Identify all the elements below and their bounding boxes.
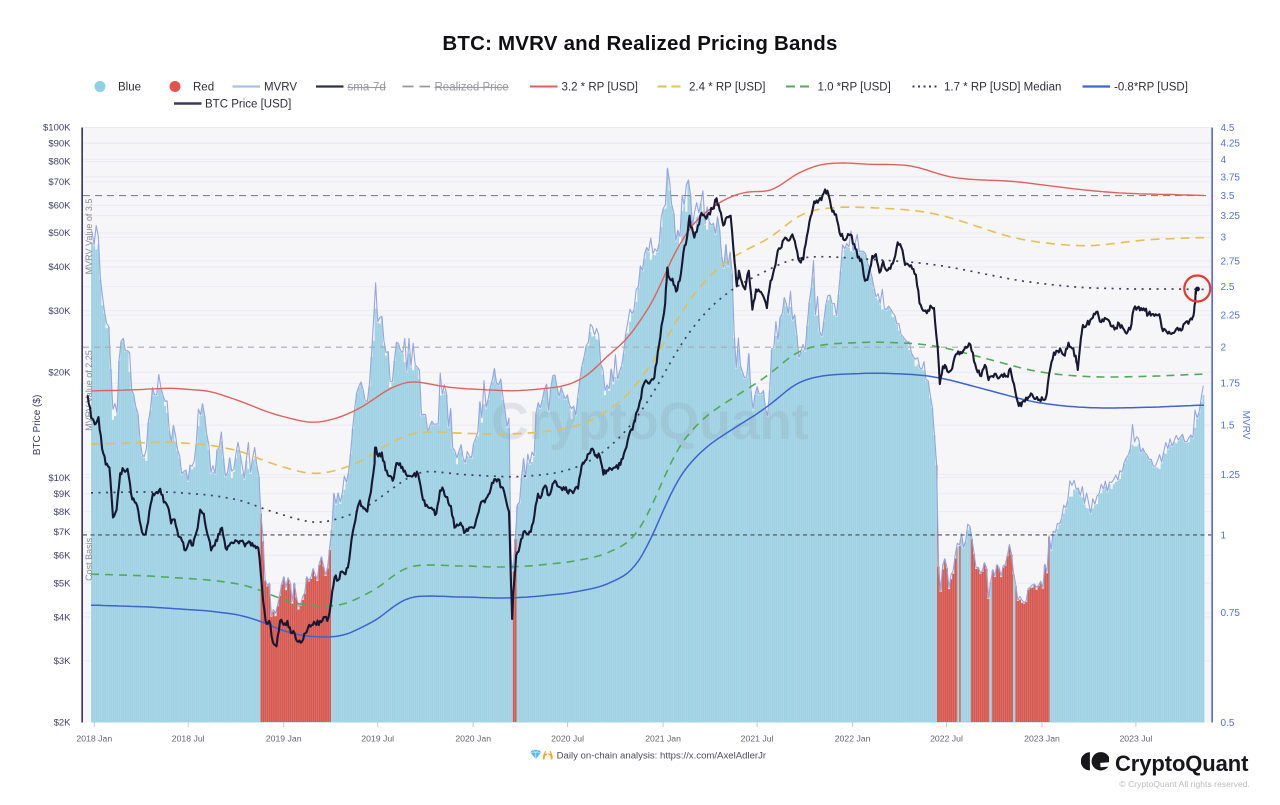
svg-text:3.2 * RP [USD]: 3.2 * RP [USD] — [562, 82, 639, 94]
svg-text:2021 Jul: 2021 Jul — [741, 734, 774, 744]
svg-text:3.25: 3.25 — [1221, 211, 1241, 222]
svg-text:$8K: $8K — [54, 507, 72, 518]
svg-text:$9K: $9K — [54, 489, 72, 500]
svg-text:Realized Price: Realized Price — [435, 82, 509, 94]
svg-text:2023 Jan: 2023 Jan — [1024, 734, 1060, 744]
svg-text:4.5: 4.5 — [1221, 123, 1235, 134]
svg-text:Red: Red — [193, 82, 214, 94]
svg-text:2.25: 2.25 — [1221, 311, 1241, 322]
svg-text:1.7 * RP [USD] Median: 1.7 * RP [USD] Median — [944, 82, 1061, 94]
svg-text:Cost Basis: Cost Basis — [84, 537, 94, 581]
svg-text:2020 Jul: 2020 Jul — [551, 734, 584, 744]
svg-text:Blue: Blue — [118, 82, 141, 94]
svg-text:2020 Jan: 2020 Jan — [455, 734, 491, 744]
svg-text:2: 2 — [1221, 343, 1227, 354]
svg-text:MVRV: MVRV — [1240, 411, 1251, 440]
svg-text:3.75: 3.75 — [1221, 172, 1241, 183]
svg-text:2.75: 2.75 — [1221, 256, 1241, 267]
svg-text:MVRV Value of 3.5: MVRV Value of 3.5 — [84, 199, 94, 275]
svg-text:$5K: $5K — [54, 578, 72, 589]
svg-text:$80K: $80K — [48, 157, 71, 168]
svg-text:1.75: 1.75 — [1221, 379, 1241, 390]
svg-text:2021 Jan: 2021 Jan — [645, 734, 681, 744]
svg-text:$6K: $6K — [54, 551, 72, 562]
svg-text:$20K: $20K — [48, 368, 71, 379]
svg-text:2022 Jul: 2022 Jul — [930, 734, 963, 744]
svg-text:$100K: $100K — [43, 123, 71, 134]
svg-text:MVRV Value of 2.25: MVRV Value of 2.25 — [84, 350, 94, 431]
svg-text:1.25: 1.25 — [1221, 470, 1241, 481]
svg-text:1.0 *RP [USD]: 1.0 *RP [USD] — [818, 82, 891, 94]
svg-text:4.25: 4.25 — [1221, 138, 1241, 149]
svg-text:$90K: $90K — [48, 139, 71, 150]
svg-text:2.4 * RP [USD]: 2.4 * RP [USD] — [689, 82, 766, 94]
svg-text:2018 Jan: 2018 Jan — [76, 734, 112, 744]
svg-text:BTC Price ($): BTC Price ($) — [32, 395, 43, 456]
svg-text:$10K: $10K — [48, 473, 71, 484]
svg-text:$4K: $4K — [54, 612, 72, 623]
svg-text:$30K: $30K — [48, 306, 71, 317]
svg-text:$3K: $3K — [54, 656, 72, 667]
svg-text:sma-7d: sma-7d — [348, 82, 386, 94]
svg-text:2019 Jul: 2019 Jul — [361, 734, 394, 744]
svg-text:$2K: $2K — [54, 718, 72, 729]
svg-text:4: 4 — [1221, 155, 1227, 166]
svg-text:2023 Jul: 2023 Jul — [1119, 734, 1152, 744]
svg-text:BTC Price [USD]: BTC Price [USD] — [205, 99, 291, 111]
svg-text:0.75: 0.75 — [1221, 608, 1241, 619]
svg-text:$7K: $7K — [54, 527, 72, 538]
svg-text:$40K: $40K — [48, 262, 71, 273]
svg-text:$60K: $60K — [48, 200, 71, 211]
svg-text:2019 Jan: 2019 Jan — [266, 734, 302, 744]
svg-text:$70K: $70K — [48, 177, 71, 188]
svg-text:2018 Jul: 2018 Jul — [172, 734, 205, 744]
svg-text:3: 3 — [1221, 233, 1227, 244]
svg-text:2.5: 2.5 — [1221, 282, 1235, 293]
svg-text:1.5: 1.5 — [1221, 421, 1235, 432]
svg-text:3.5: 3.5 — [1221, 191, 1235, 202]
svg-text:0.5: 0.5 — [1221, 718, 1235, 729]
svg-text:$50K: $50K — [48, 228, 71, 239]
svg-text:-0.8*RP [USD]: -0.8*RP [USD] — [1114, 82, 1188, 94]
svg-text:1: 1 — [1221, 530, 1227, 541]
svg-text:2022 Jan: 2022 Jan — [835, 734, 871, 744]
svg-text:CryptoQuant: CryptoQuant — [491, 393, 809, 451]
svg-text:MVRV: MVRV — [264, 82, 297, 94]
